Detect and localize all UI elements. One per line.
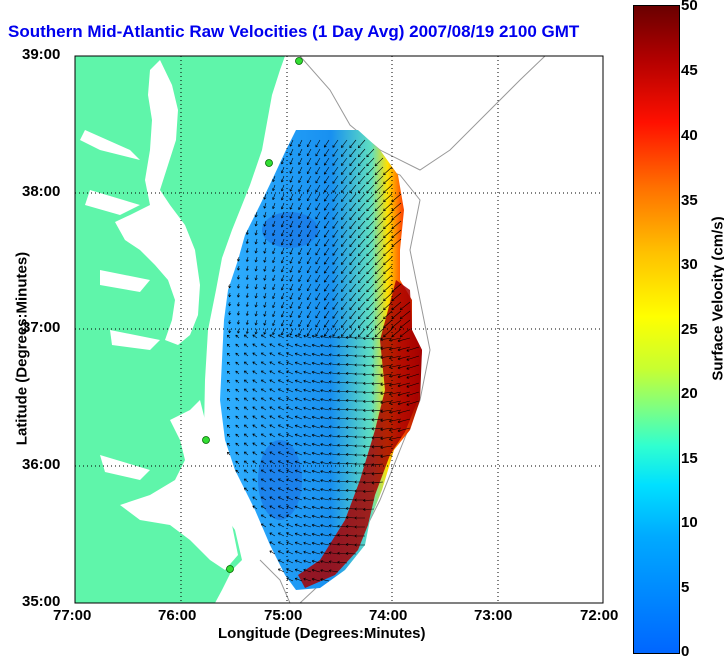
x-tick-label: 75:00: [264, 607, 302, 624]
colorbar-tick: 0: [681, 643, 689, 660]
x-tick-label: 72:00: [580, 607, 618, 624]
radar-station-marker[interactable]: [266, 160, 273, 167]
colorbar-tick: 35: [681, 192, 698, 209]
y-axis-label: Latitude (Degrees:Minutes): [14, 249, 31, 449]
x-tick-label: 74:00: [369, 607, 407, 624]
colorbar-tick: 40: [681, 127, 698, 144]
y-tick-label: 36:00: [22, 456, 60, 473]
colorbar-tick: 10: [681, 514, 698, 531]
x-axis-label: Longitude (Degrees:Minutes): [218, 625, 426, 642]
y-tick-label: 38:00: [22, 183, 60, 200]
colorbar-label: Surface Velocity (cm/s): [710, 199, 724, 399]
y-tick-label: 39:00: [22, 46, 60, 63]
radar-station-marker[interactable]: [227, 566, 234, 573]
colorbar-tick: 15: [681, 450, 698, 467]
colorbar-tick: 25: [681, 321, 698, 338]
x-tick-label: 76:00: [158, 607, 196, 624]
y-tick-label: 35:00: [22, 593, 60, 610]
colorbar-tick: 20: [681, 385, 698, 402]
radar-station-marker[interactable]: [296, 58, 303, 65]
colorbar-tick: 50: [681, 0, 698, 14]
colorbar-tick: 30: [681, 256, 698, 273]
x-tick-label: 73:00: [474, 607, 512, 624]
colorbar: [633, 5, 680, 654]
colorbar-tick: 45: [681, 62, 698, 79]
radar-station-marker[interactable]: [203, 437, 210, 444]
colorbar-tick: 5: [681, 579, 689, 596]
